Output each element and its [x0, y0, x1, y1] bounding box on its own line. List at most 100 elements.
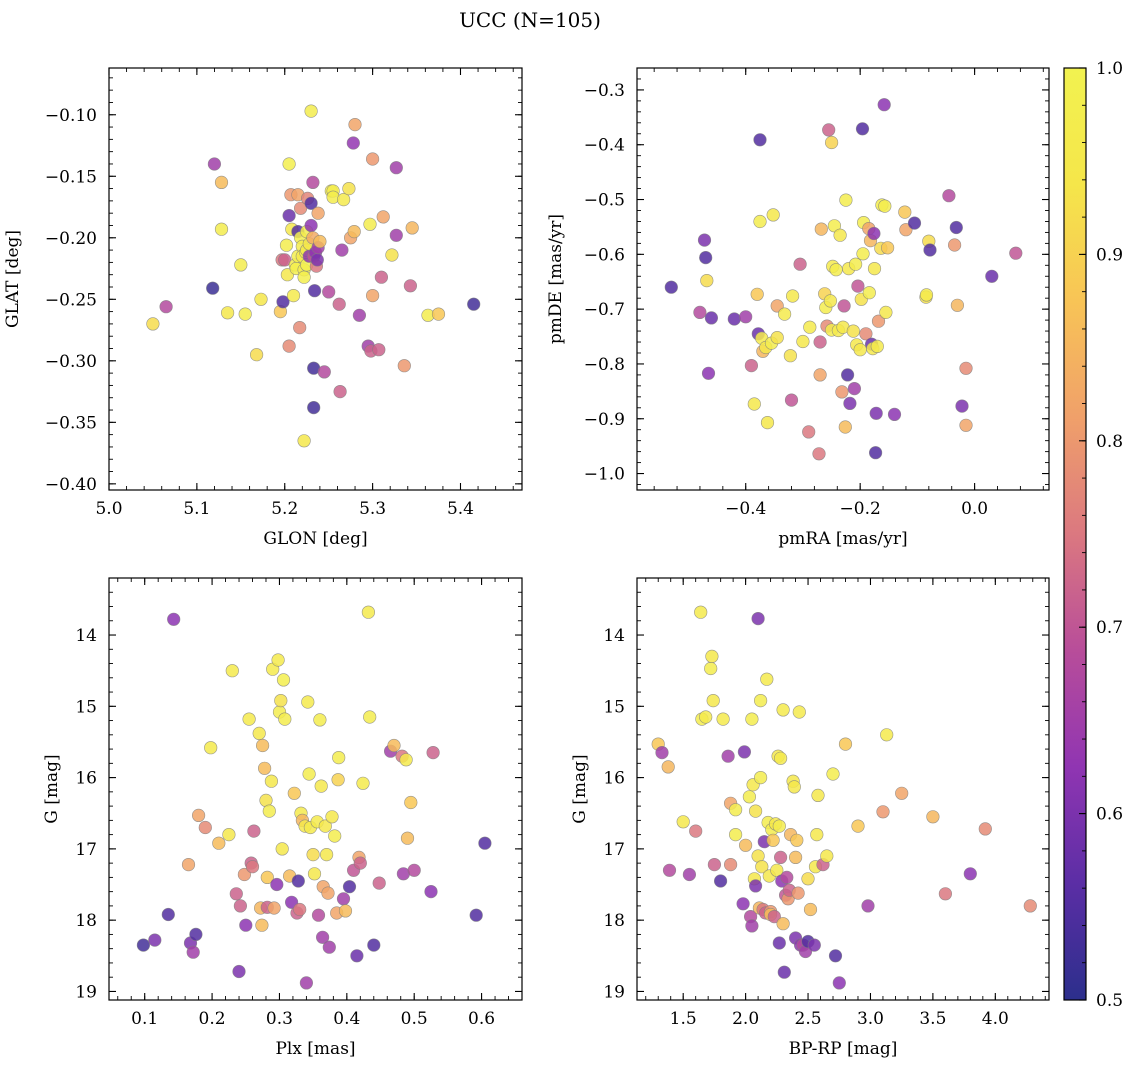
data-point	[949, 220, 963, 235]
data-point	[316, 930, 330, 944]
data-point	[833, 228, 847, 242]
x-tick-label: 5.3	[359, 499, 386, 519]
data-point	[310, 253, 324, 267]
data-point	[304, 196, 318, 210]
data-point	[737, 745, 752, 759]
data-point	[704, 661, 718, 676]
data-point	[876, 805, 890, 819]
data-point	[655, 745, 669, 760]
data-point	[291, 874, 305, 888]
y-tick-label: 16	[75, 769, 97, 789]
data-point	[278, 712, 292, 726]
data-point	[403, 279, 418, 293]
data-point	[304, 218, 318, 233]
data-point	[923, 243, 937, 257]
axes-frame	[108, 577, 523, 1001]
data-point	[192, 808, 206, 823]
x-tick-label: 3.0	[857, 1009, 884, 1029]
x-tick-label: 0.3	[266, 1009, 293, 1029]
data-point	[704, 311, 719, 325]
data-point	[431, 307, 446, 321]
data-point	[859, 327, 873, 341]
points-group	[146, 104, 481, 448]
x-tick-label: 5.1	[183, 499, 210, 519]
x-tick-label: 0.5	[401, 1009, 428, 1029]
data-point	[293, 902, 307, 917]
data-point	[234, 258, 248, 272]
data-point	[233, 899, 247, 913]
data-point	[919, 288, 934, 302]
data-point	[772, 936, 786, 950]
y-tick-label: −0.15	[45, 167, 97, 187]
data-point	[959, 418, 973, 432]
data-point	[693, 305, 707, 320]
data-point	[791, 886, 805, 900]
data-point	[229, 887, 243, 901]
data-point	[372, 876, 386, 890]
y-tick-label: 14	[75, 626, 97, 646]
data-point	[346, 136, 360, 150]
data-point	[159, 300, 173, 314]
data-point	[926, 810, 940, 824]
data-point	[694, 605, 708, 619]
data-point	[237, 867, 251, 882]
data-point	[843, 396, 857, 411]
data-point	[352, 308, 367, 322]
data-point	[206, 281, 220, 295]
data-point	[332, 297, 346, 311]
data-point	[297, 270, 311, 284]
data-point	[787, 780, 801, 794]
data-point	[840, 368, 855, 382]
data-point	[753, 770, 768, 785]
data-point	[739, 310, 753, 324]
data-point	[181, 857, 196, 872]
data-point	[846, 324, 860, 338]
y-axis-label: pmDE [mas/yr]	[546, 214, 566, 344]
data-point	[851, 819, 865, 833]
data-point	[869, 406, 883, 420]
data-point	[716, 712, 730, 726]
data-point	[701, 366, 716, 380]
y-tick-label: −0.3	[584, 81, 625, 101]
data-point	[286, 289, 301, 303]
data-point	[736, 897, 750, 911]
data-point	[738, 838, 753, 852]
data-point	[301, 695, 315, 709]
data-point	[350, 949, 364, 963]
data-point	[829, 263, 843, 277]
data-point	[796, 334, 810, 349]
data-point	[766, 833, 780, 847]
x-tick-label: 0.1	[131, 1009, 158, 1029]
y-tick-label: 17	[603, 840, 625, 860]
data-point	[773, 751, 788, 765]
data-point	[207, 157, 221, 171]
data-point	[867, 226, 881, 241]
x-tick-label: 2.0	[732, 1009, 759, 1029]
data-point	[838, 420, 852, 434]
colorbar: 0.5 0.6 0.7 0.8 0.9 1.0	[1063, 59, 1123, 1011]
data-point	[238, 307, 252, 321]
data-point	[777, 965, 791, 979]
data-point	[837, 299, 851, 313]
data-point	[887, 407, 902, 422]
data-point	[880, 728, 894, 742]
data-point	[728, 827, 743, 842]
data-point	[662, 863, 677, 877]
data-point	[832, 976, 846, 990]
data-point	[376, 210, 390, 224]
data-point	[356, 776, 370, 790]
data-point	[299, 976, 314, 990]
y-tick-label: 18	[603, 911, 625, 931]
data-point	[293, 321, 307, 335]
data-point	[682, 867, 697, 882]
x-tick-label: 0.4	[333, 1009, 360, 1029]
data-point	[963, 867, 977, 881]
data-point	[397, 359, 411, 373]
data-point	[697, 233, 712, 247]
data-point	[742, 790, 757, 804]
y-tick-label: −0.4	[584, 136, 625, 156]
data-point	[225, 664, 239, 678]
colorbar-tick-label: 0.9	[1096, 245, 1123, 265]
x-axis-label: GLON [deg]	[263, 529, 367, 549]
data-point	[306, 847, 320, 862]
